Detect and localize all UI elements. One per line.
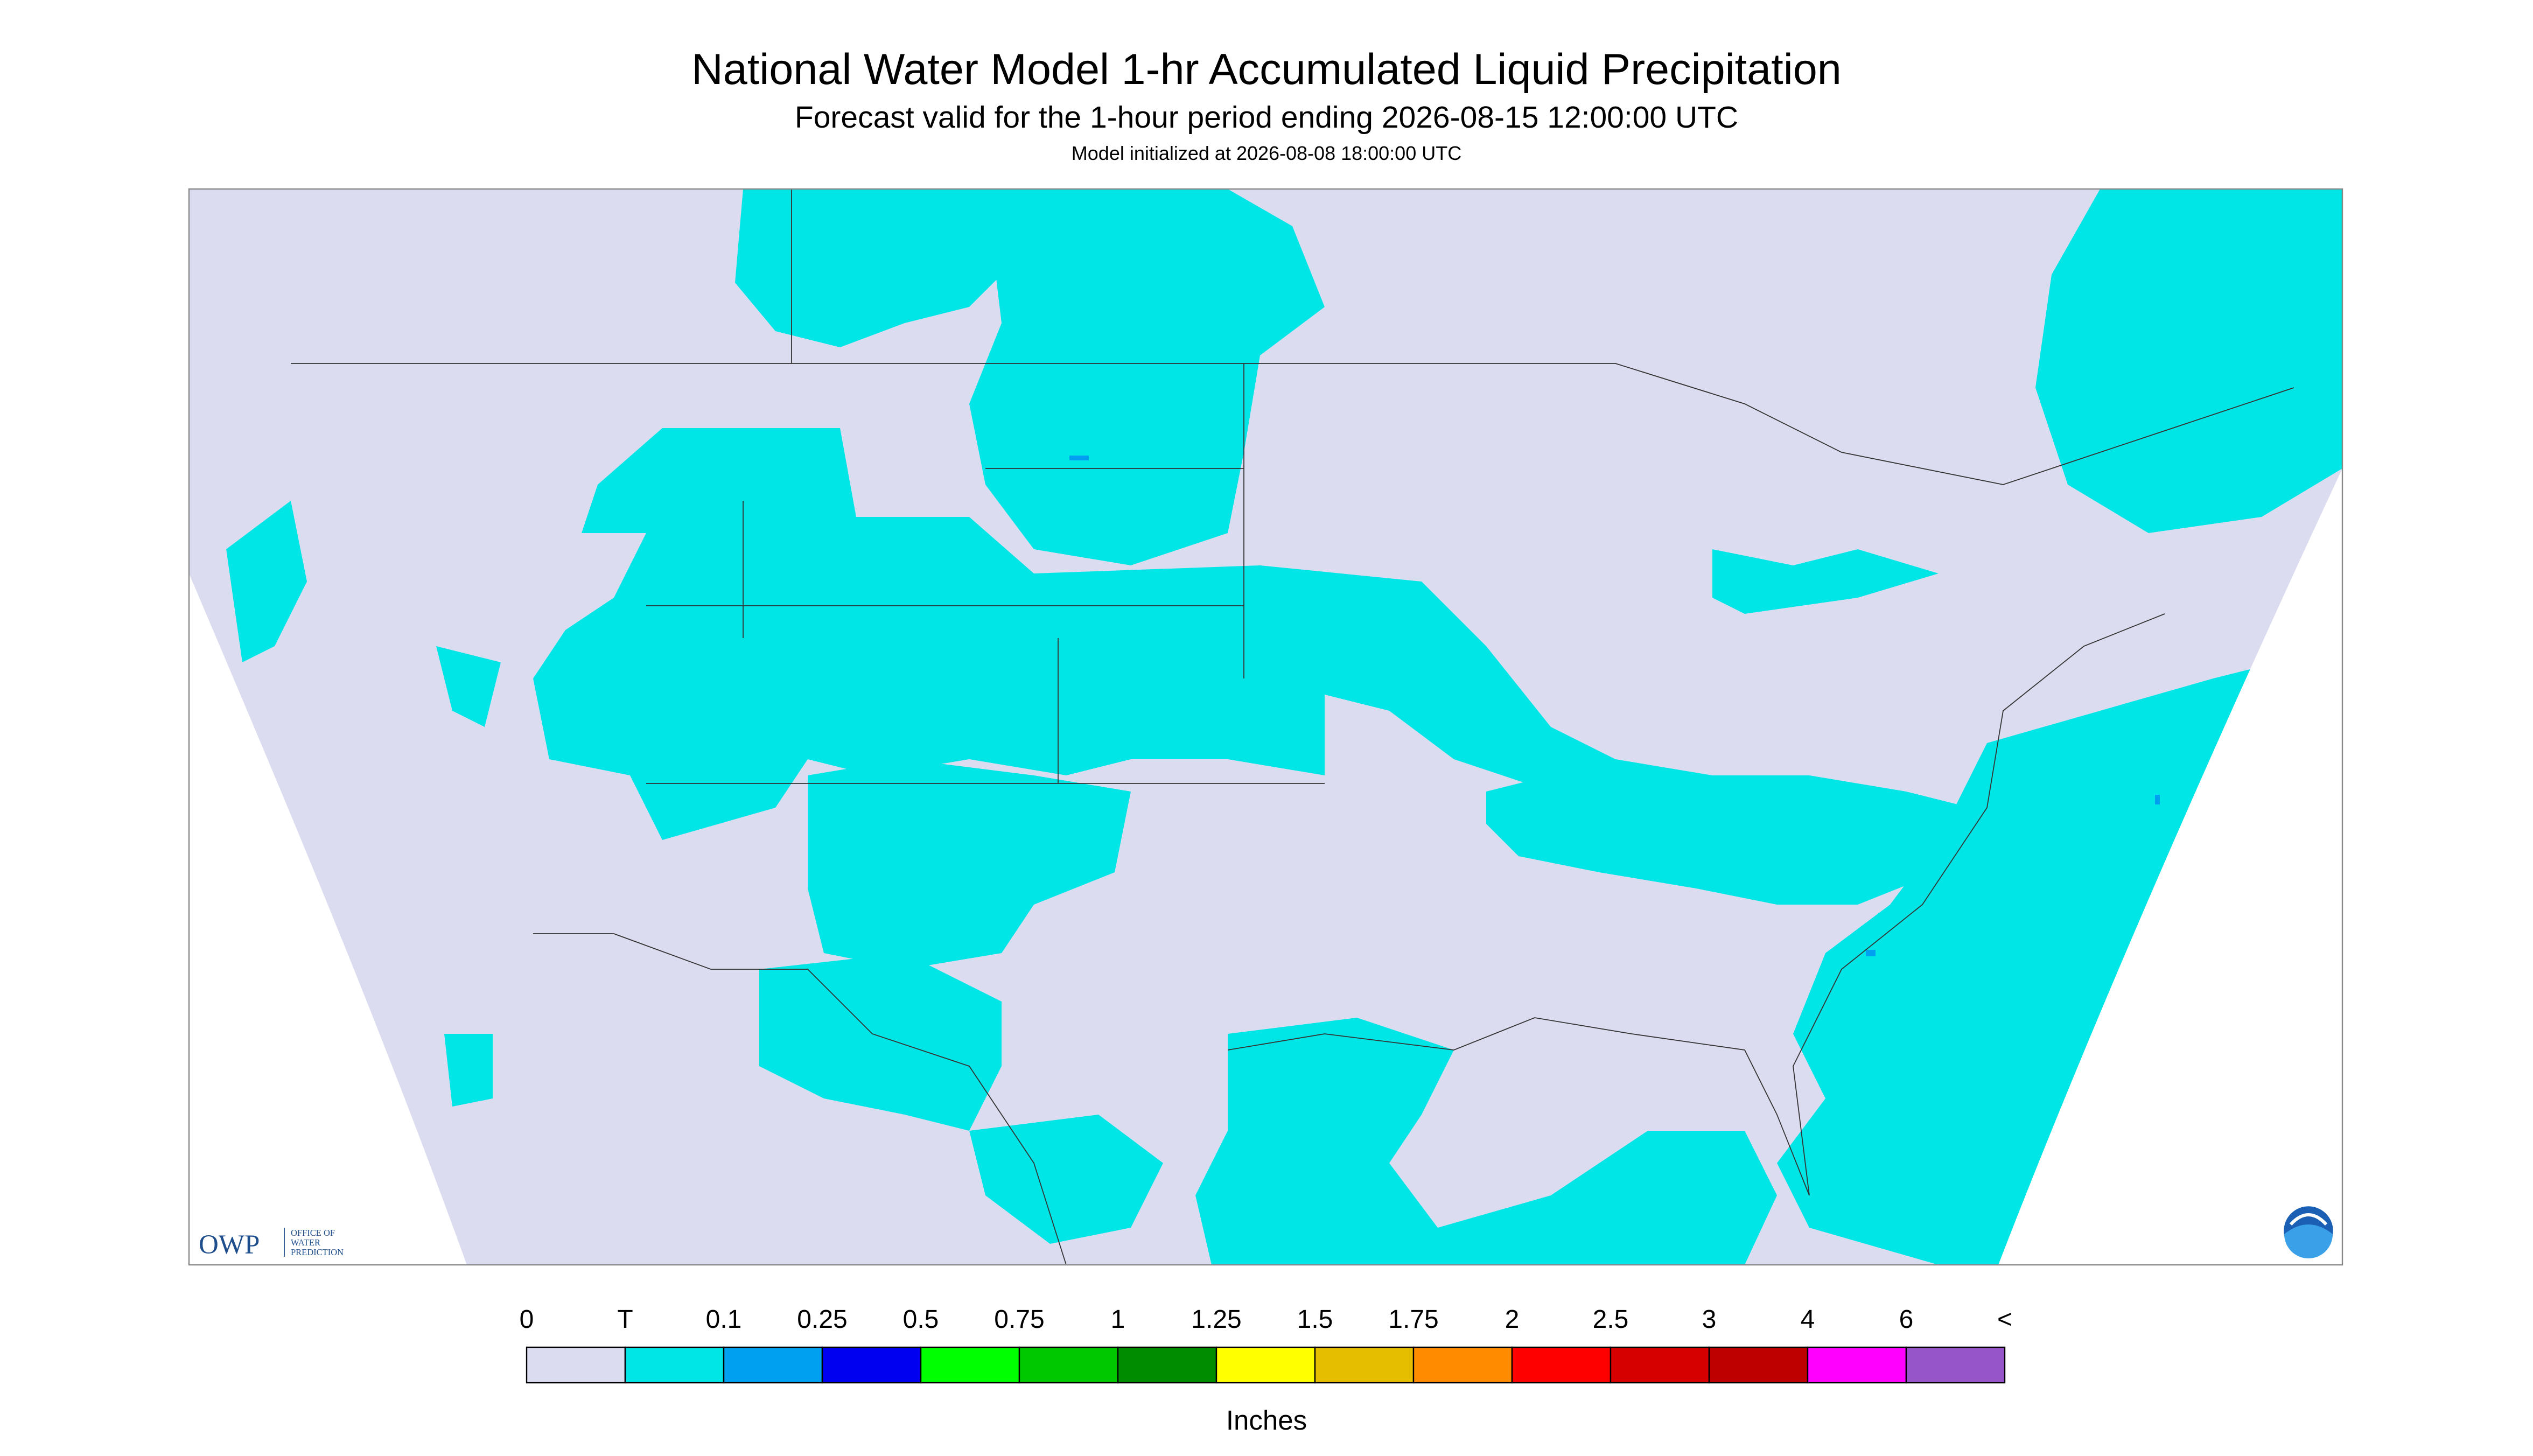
precip-area	[1712, 549, 1939, 614]
subtitle: Forecast valid for the 1-hour period end…	[795, 100, 1738, 135]
legend-label: <	[1997, 1305, 2012, 1334]
gap-area	[1454, 1115, 1599, 1180]
precip-area	[808, 759, 1131, 970]
legend-swatch	[1018, 1346, 1119, 1384]
border-line	[646, 189, 1325, 784]
precip-area	[444, 1034, 493, 1107]
legend-swatch	[526, 1346, 626, 1384]
logo-abbr: OWP	[199, 1230, 260, 1260]
legend-label: 1.5	[1297, 1305, 1333, 1334]
legend-label: 0.75	[994, 1305, 1044, 1334]
legend-swatch	[1511, 1346, 1612, 1384]
map-area	[189, 189, 2342, 1265]
legend-label: 6	[1899, 1305, 1914, 1334]
heavier-precip	[1069, 456, 2160, 957]
legend-label: 0.1	[706, 1305, 742, 1334]
legend-label: T	[617, 1305, 633, 1334]
noaa-logo	[2281, 1203, 2336, 1259]
legend-swatch	[1610, 1346, 1710, 1384]
legend-swatch	[624, 1346, 725, 1384]
precip-area	[735, 189, 1034, 348]
legend-label: 3	[1702, 1305, 1717, 1334]
legend-swatch	[1314, 1346, 1415, 1384]
legend-label: 0.5	[903, 1305, 939, 1334]
border-line	[1793, 613, 2165, 1196]
precip-area	[1486, 759, 1971, 905]
legend-unit: Inches	[1226, 1405, 1307, 1436]
precip-spot	[2155, 795, 2160, 805]
init-time: Model initialized at 2026-08-08 18:00:00…	[1072, 142, 1461, 164]
legend-label: 2.5	[1593, 1305, 1629, 1334]
precip-area	[969, 1115, 1163, 1244]
precip-spot	[1069, 456, 1089, 461]
precip-area	[759, 953, 1002, 1131]
legend-swatch	[1708, 1346, 1809, 1384]
legend-swatch	[1117, 1346, 1217, 1384]
border-line	[533, 933, 1067, 1265]
border-line	[1227, 1017, 1810, 1196]
logo-line: PREDICTION	[291, 1247, 344, 1257]
legend-swatch	[821, 1346, 922, 1384]
legend-label: 4	[1801, 1305, 1815, 1334]
map-frame	[188, 188, 2343, 1266]
legend-label: 1	[1111, 1305, 1125, 1334]
legend-label: 1.75	[1388, 1305, 1438, 1334]
title: National Water Model 1-hr Accumulated Li…	[691, 45, 1842, 94]
legend-swatch	[920, 1346, 1020, 1384]
legend-swatch	[1412, 1346, 1513, 1384]
precip-area	[436, 646, 501, 727]
logo-bird	[2289, 1213, 2328, 1226]
logo-wave	[2284, 1224, 2333, 1259]
legend-label: 0.25	[797, 1305, 847, 1334]
legend: Inches 0 T 0.1 0.25 0.5 0.75 1 1.25 1.5 1.75 2 2.5 3…	[520, 1305, 2012, 1436]
precip-area	[226, 501, 307, 663]
precip-area	[969, 189, 1325, 566]
owp-logo: OWP OFFICE OF WATER PREDICTION	[199, 1228, 344, 1260]
legend-swatch	[723, 1346, 823, 1384]
legend-label: 1.25	[1191, 1305, 1241, 1334]
map: OWP OFFICE OF WATER PREDICTION	[188, 188, 2343, 1266]
legend-swatch	[1905, 1346, 2006, 1384]
precip-area	[2035, 189, 2342, 534]
legend-swatch	[1215, 1346, 1316, 1384]
precip-area	[1195, 1018, 1777, 1265]
precip-area	[533, 428, 1615, 841]
legend-label: 2	[1505, 1305, 1520, 1334]
borders	[291, 189, 2294, 1265]
legend-label: 0	[520, 1305, 534, 1334]
logo-line: WATER	[291, 1237, 320, 1248]
legend-swatch	[1807, 1346, 1907, 1384]
precip-spot	[1866, 950, 1876, 957]
border-line	[291, 363, 2294, 485]
logo-line: OFFICE OF	[291, 1228, 335, 1238]
